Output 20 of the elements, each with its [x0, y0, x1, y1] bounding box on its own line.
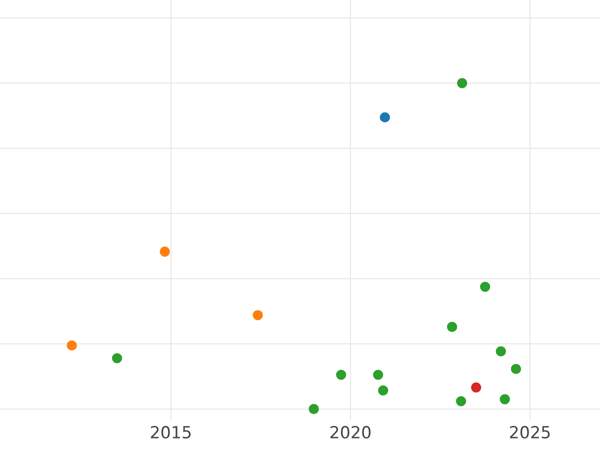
point — [160, 246, 170, 257]
point — [336, 370, 346, 380]
x-tick-label: 2015 — [150, 426, 191, 439]
x-tick-label: 2025 — [510, 426, 550, 439]
point — [112, 353, 122, 364]
point — [500, 394, 510, 404]
point — [380, 112, 390, 122]
point — [471, 382, 482, 393]
point — [373, 370, 384, 380]
point — [446, 322, 458, 332]
point — [480, 282, 490, 292]
point — [308, 404, 319, 414]
point — [510, 364, 522, 374]
x-tick-label: 2020 — [330, 426, 371, 439]
point — [496, 346, 506, 356]
point — [378, 385, 388, 396]
point — [66, 340, 77, 351]
point — [457, 78, 468, 88]
point — [456, 396, 466, 406]
point — [252, 310, 263, 320]
